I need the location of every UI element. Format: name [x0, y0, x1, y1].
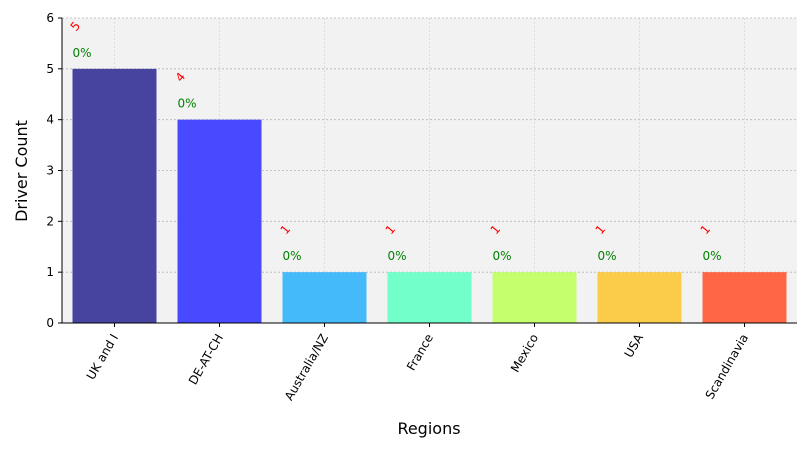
percent-label: 0% [283, 249, 302, 263]
bars [72, 68, 787, 324]
bar-scandinavia [702, 272, 787, 323]
x-tick-labels: UK and I DE-AT-CH Australia/NZ France Mexico… [84, 331, 751, 403]
percent-label: 0% [493, 249, 512, 263]
x-axis-title: Regions [397, 419, 460, 438]
x-tick-label: France [404, 332, 436, 374]
y-tick-label: 2 [46, 214, 54, 228]
y-tick-label: 0 [46, 316, 54, 330]
x-tick-label: UK and I [84, 332, 121, 383]
percent-label: 0% [178, 97, 197, 111]
bar-australia-nz [282, 272, 367, 323]
x-tick-label: Mexico [508, 332, 541, 375]
y-tick-label: 1 [46, 265, 54, 279]
percent-label: 0% [703, 249, 722, 263]
y-axis-title: Driver Count [12, 120, 31, 222]
x-tick-label: Scandinavia [703, 332, 752, 402]
bar-mexico [492, 272, 577, 323]
x-tick-label: DE-AT-CH [186, 332, 226, 388]
percent-label: 0% [73, 46, 92, 60]
bar-france [387, 272, 472, 323]
percent-label: 0% [598, 249, 617, 263]
y-tick-label: 4 [46, 113, 54, 127]
x-tick-label: Australia/NZ [282, 332, 331, 403]
y-tick-labels: 0 1 2 3 4 5 6 [46, 11, 54, 330]
bar-usa [597, 272, 682, 323]
percent-label: 0% [388, 249, 407, 263]
x-tick-label: USA [622, 331, 647, 360]
bar-de-at-ch [177, 119, 262, 324]
bar-uk-and-i [72, 68, 157, 323]
axes [58, 17, 797, 327]
y-tick-label: 5 [46, 62, 54, 76]
y-tick-label: 6 [46, 11, 54, 25]
y-tick-label: 3 [46, 164, 54, 178]
